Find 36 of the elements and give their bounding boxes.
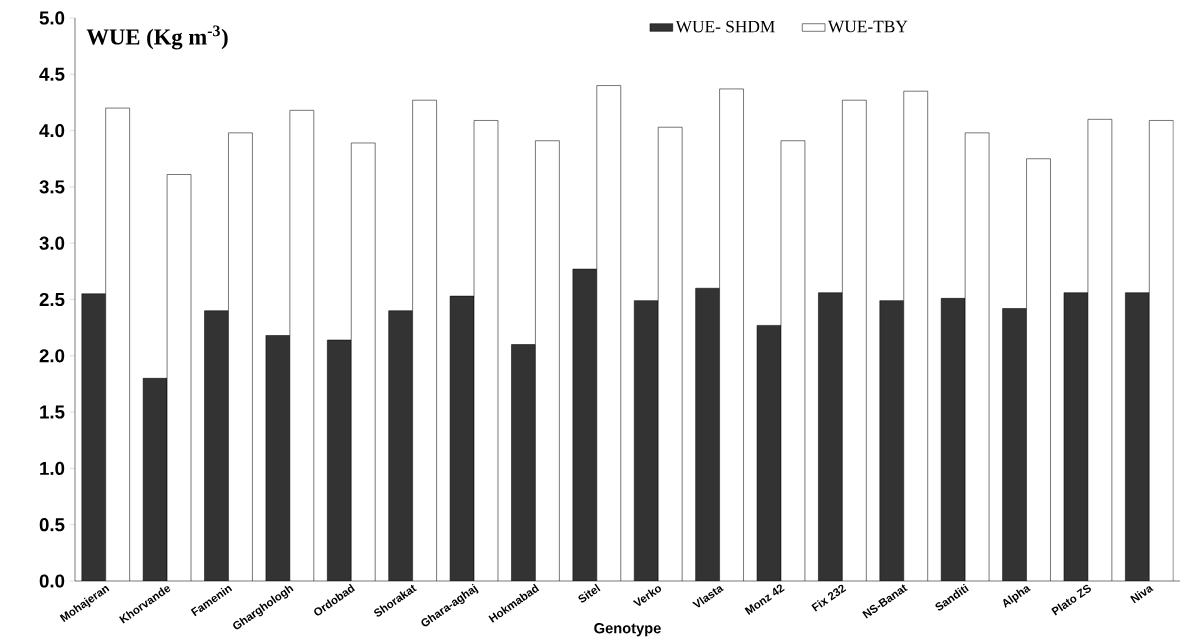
- y-tick-label: 4.5: [39, 67, 65, 81]
- bar: [1125, 292, 1150, 581]
- bar: [265, 335, 290, 581]
- bar: [634, 300, 659, 581]
- legend-label: WUE-TBY: [827, 20, 908, 33]
- bar: [695, 288, 720, 581]
- y-tick-label: 3.5: [39, 180, 65, 194]
- x-tick-label: Sitel: [578, 583, 601, 603]
- y-tick-label: 4.0: [39, 123, 65, 138]
- y-axis-title: WUE (Kg m$^{-3}$): [86, 25, 228, 50]
- bar: [941, 298, 966, 581]
- bar: [1002, 308, 1027, 581]
- y-tick-label: 2.5: [39, 292, 65, 307]
- y-tick-label: 5.0: [39, 11, 65, 25]
- bar: [450, 296, 475, 581]
- x-tick-label: Fix 232: [811, 584, 847, 612]
- bar: [757, 325, 781, 581]
- bar: [879, 300, 904, 581]
- x-axis-title: Genotype: [594, 623, 661, 637]
- legend-label: WUE- SHDM: [675, 20, 775, 33]
- y-tick-label: 1.5: [40, 405, 65, 419]
- bar: [81, 293, 106, 581]
- bar: [143, 378, 168, 581]
- bar: [572, 269, 597, 581]
- bar: [204, 310, 229, 581]
- bar: [818, 292, 843, 581]
- x-tick-label: Niva: [1130, 586, 1154, 604]
- bar: [388, 310, 413, 581]
- bar: [511, 344, 536, 581]
- y-tick-label: 0.0: [39, 574, 65, 588]
- bar: [1063, 292, 1088, 581]
- y-tick-label: 1.0: [40, 461, 65, 476]
- y-tick-label: 3.0: [39, 236, 65, 250]
- y-tick-label: 2.0: [39, 349, 65, 363]
- y-tick-label: 0.5: [39, 518, 65, 532]
- bar: [327, 340, 352, 581]
